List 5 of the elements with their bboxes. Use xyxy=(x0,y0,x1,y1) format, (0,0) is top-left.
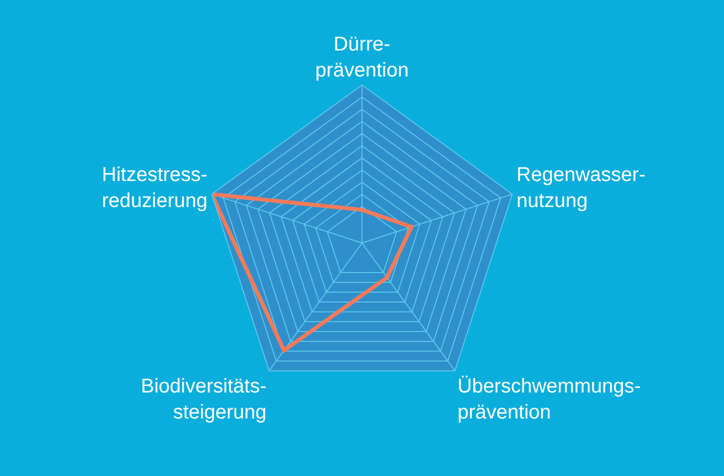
spoke-label: Regenwasser- nutzung xyxy=(516,164,646,212)
spoke-label: Biodiversitäts- steigerung xyxy=(140,375,266,424)
spoke-label: Dürre- prävention xyxy=(315,34,409,82)
spoke-label: Hitzestress- reduzierung xyxy=(102,164,208,212)
spoke-label: Überschwemmungs- prävention xyxy=(458,375,641,424)
